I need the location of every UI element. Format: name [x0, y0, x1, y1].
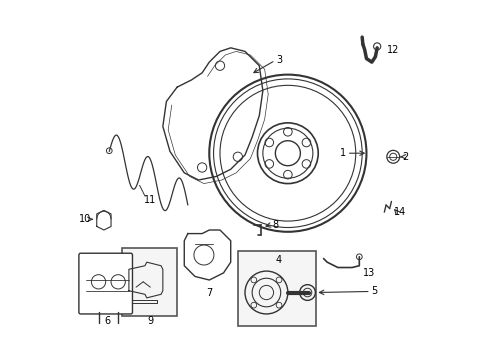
- Text: 12: 12: [387, 45, 399, 55]
- Text: 14: 14: [394, 207, 407, 217]
- Text: 10: 10: [79, 214, 91, 224]
- Text: 7: 7: [206, 288, 212, 297]
- Bar: [238, 251, 317, 327]
- Text: 2: 2: [402, 152, 408, 162]
- Text: 1: 1: [340, 148, 346, 158]
- Text: 5: 5: [371, 287, 377, 296]
- Text: 4: 4: [276, 255, 282, 265]
- Bar: [122, 248, 177, 316]
- FancyBboxPatch shape: [79, 253, 132, 314]
- Text: 9: 9: [147, 316, 153, 326]
- Text: 6: 6: [104, 316, 111, 326]
- Text: 11: 11: [144, 195, 156, 204]
- Text: 3: 3: [276, 55, 282, 65]
- Text: 8: 8: [272, 220, 278, 230]
- Text: 13: 13: [363, 268, 375, 278]
